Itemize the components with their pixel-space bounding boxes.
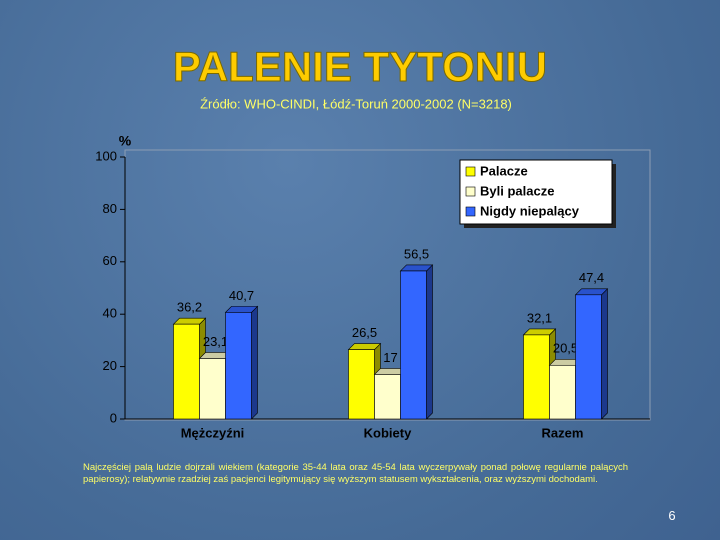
bar-front [199, 358, 226, 420]
value-label: 23,1 [203, 334, 228, 349]
x-tick-label: Kobiety [364, 425, 412, 440]
value-label: 56,5 [404, 246, 429, 261]
value-label: 26,5 [352, 325, 377, 340]
legend-label: Palacze [480, 163, 528, 178]
chart-title: PALENIE TYTONIU [173, 43, 547, 90]
legend-label: Byli palacze [480, 183, 554, 198]
bar-front [173, 323, 200, 420]
value-label: 20,5 [553, 341, 578, 356]
value-label: 36,2 [177, 300, 202, 315]
y-tick-label: 60 [103, 253, 117, 268]
bar-side [426, 264, 433, 420]
bar [224, 305, 259, 420]
bar-front [225, 312, 252, 420]
bar-front [523, 334, 550, 420]
page-number: 6 [668, 508, 676, 523]
y-tick-label: 40 [103, 306, 117, 321]
bar-front [400, 270, 427, 420]
bar [172, 317, 207, 420]
bar-front [549, 364, 576, 420]
y-tick-label: 100 [95, 148, 117, 163]
legend-swatch [465, 206, 476, 217]
legend-swatch [465, 186, 476, 197]
legend-swatch [465, 166, 476, 177]
x-tick-label: Razem [542, 425, 584, 440]
bar-top [522, 328, 557, 336]
bar [399, 264, 434, 420]
bar-top [172, 317, 207, 325]
bar-top [224, 306, 259, 313]
bar-front [575, 294, 602, 420]
value-label: 47,4 [579, 270, 604, 285]
x-tick-label: Mężczyźni [181, 425, 245, 440]
bar-front [374, 374, 401, 420]
legend-label: Nigdy niepalący [480, 203, 580, 218]
legend-box [459, 159, 613, 225]
y-tick-label: 80 [103, 201, 117, 216]
footnote: Najczęściej palą ludzie dojrzali wiekiem… [83, 462, 628, 485]
value-label: 32,1 [527, 310, 552, 325]
value-label: 17 [383, 350, 397, 365]
bar-top [399, 264, 434, 272]
value-label: 40,7 [229, 288, 254, 303]
bar-top [574, 288, 609, 296]
bar-side [601, 288, 608, 420]
bar-side [251, 305, 258, 420]
bar-top [347, 343, 382, 350]
bar-front [348, 349, 375, 420]
y-tick-label: 0 [110, 410, 117, 425]
y-tick-label: 20 [103, 358, 117, 373]
chart-subtitle: Źródło: WHO-CINDI, Łódź-Toruń 2000-2002 … [200, 96, 512, 111]
bar [574, 288, 609, 420]
y-axis-label: % [119, 133, 132, 149]
